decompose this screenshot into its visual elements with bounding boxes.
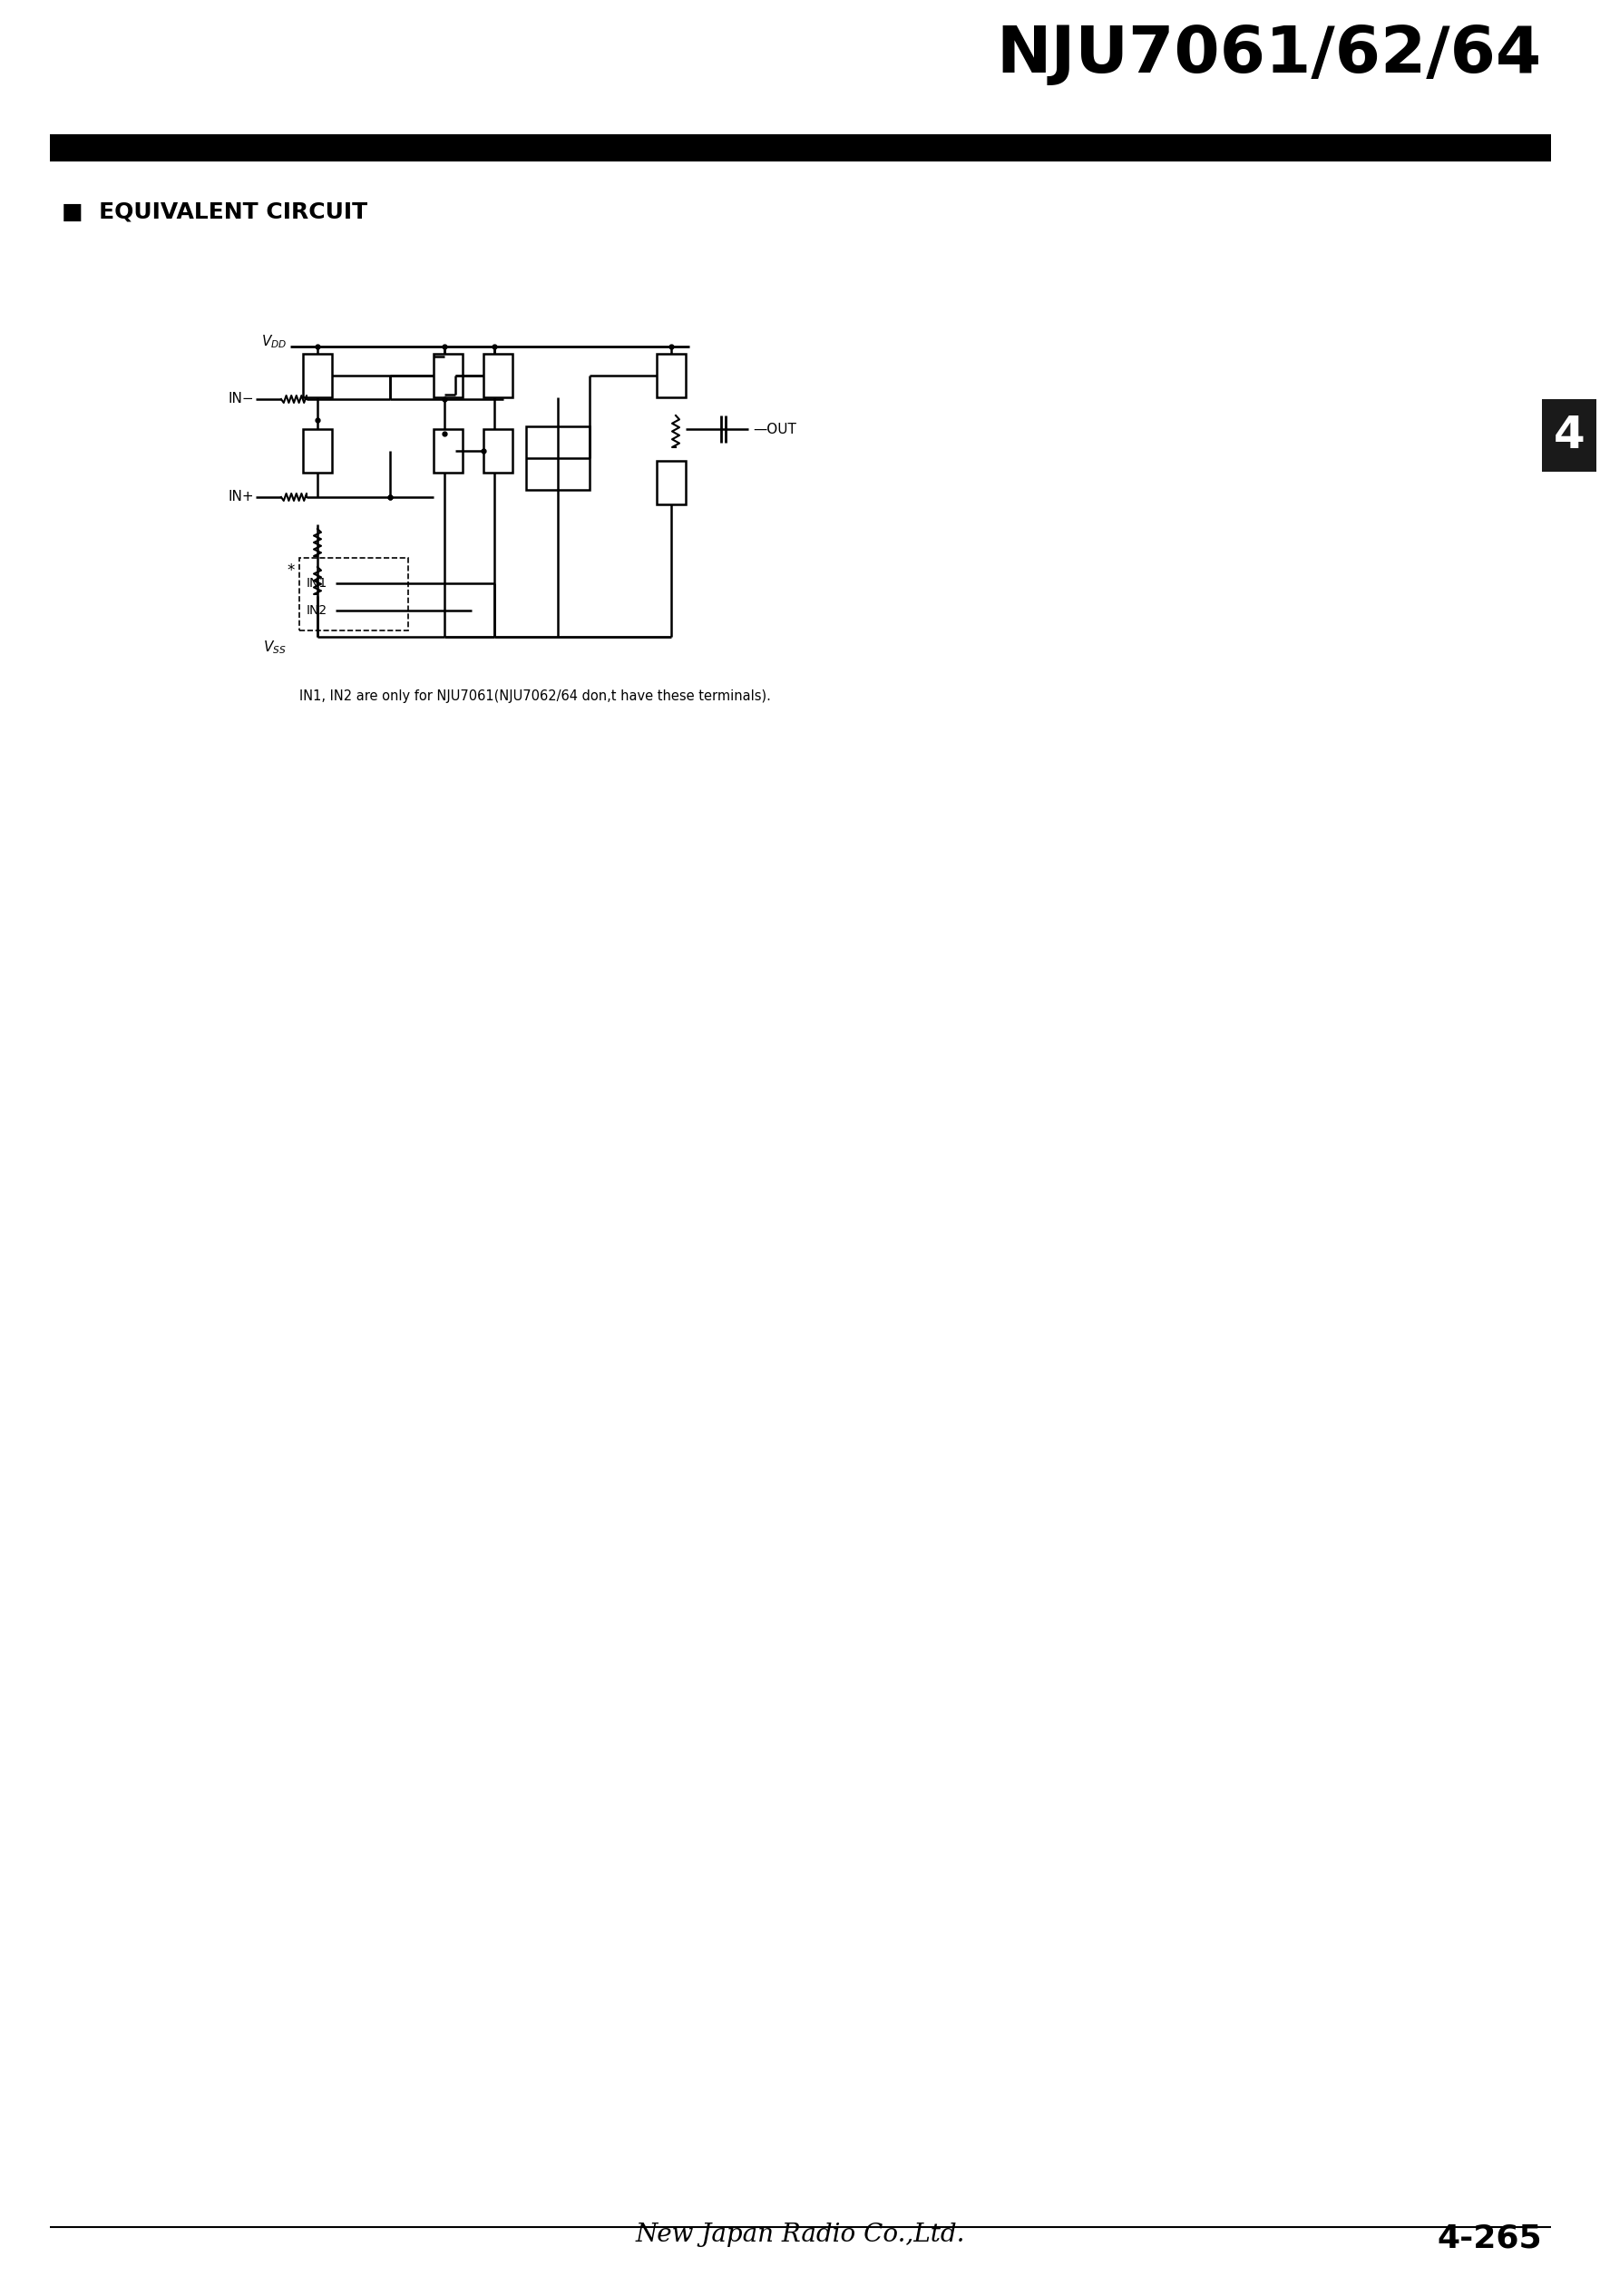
- Bar: [656, 461, 686, 505]
- Bar: [483, 354, 512, 397]
- Bar: [434, 429, 462, 473]
- Text: *: *: [286, 563, 294, 579]
- Text: 4: 4: [1554, 413, 1586, 457]
- Text: NJU7061/62/64: NJU7061/62/64: [997, 23, 1542, 87]
- Bar: [299, 558, 408, 631]
- Bar: [50, 133, 1550, 161]
- Text: IN1: IN1: [307, 576, 328, 590]
- Text: IN2: IN2: [307, 604, 328, 618]
- Text: $V_{SS}$: $V_{SS}$: [264, 638, 286, 657]
- Text: IN1, IN2 are only for NJU7061(NJU7062/64 don,t have these terminals).: IN1, IN2 are only for NJU7061(NJU7062/64…: [299, 689, 771, 703]
- Bar: [1542, 400, 1597, 471]
- Text: $V_{DD}$: $V_{DD}$: [261, 333, 286, 351]
- Text: IN+: IN+: [229, 491, 254, 503]
- Bar: [302, 429, 331, 473]
- Text: —OUT: —OUT: [754, 422, 797, 436]
- Bar: [526, 427, 589, 489]
- Bar: [656, 354, 686, 397]
- Text: ■  EQUIVALENT CIRCUIT: ■ EQUIVALENT CIRCUIT: [62, 202, 368, 223]
- Bar: [483, 429, 512, 473]
- Bar: [434, 354, 462, 397]
- Text: 4-265: 4-265: [1437, 2223, 1542, 2252]
- Text: New Japan Radio Co.,Ltd.: New Japan Radio Co.,Ltd.: [635, 2223, 965, 2248]
- Text: IN−: IN−: [229, 393, 254, 406]
- Bar: [302, 354, 331, 397]
